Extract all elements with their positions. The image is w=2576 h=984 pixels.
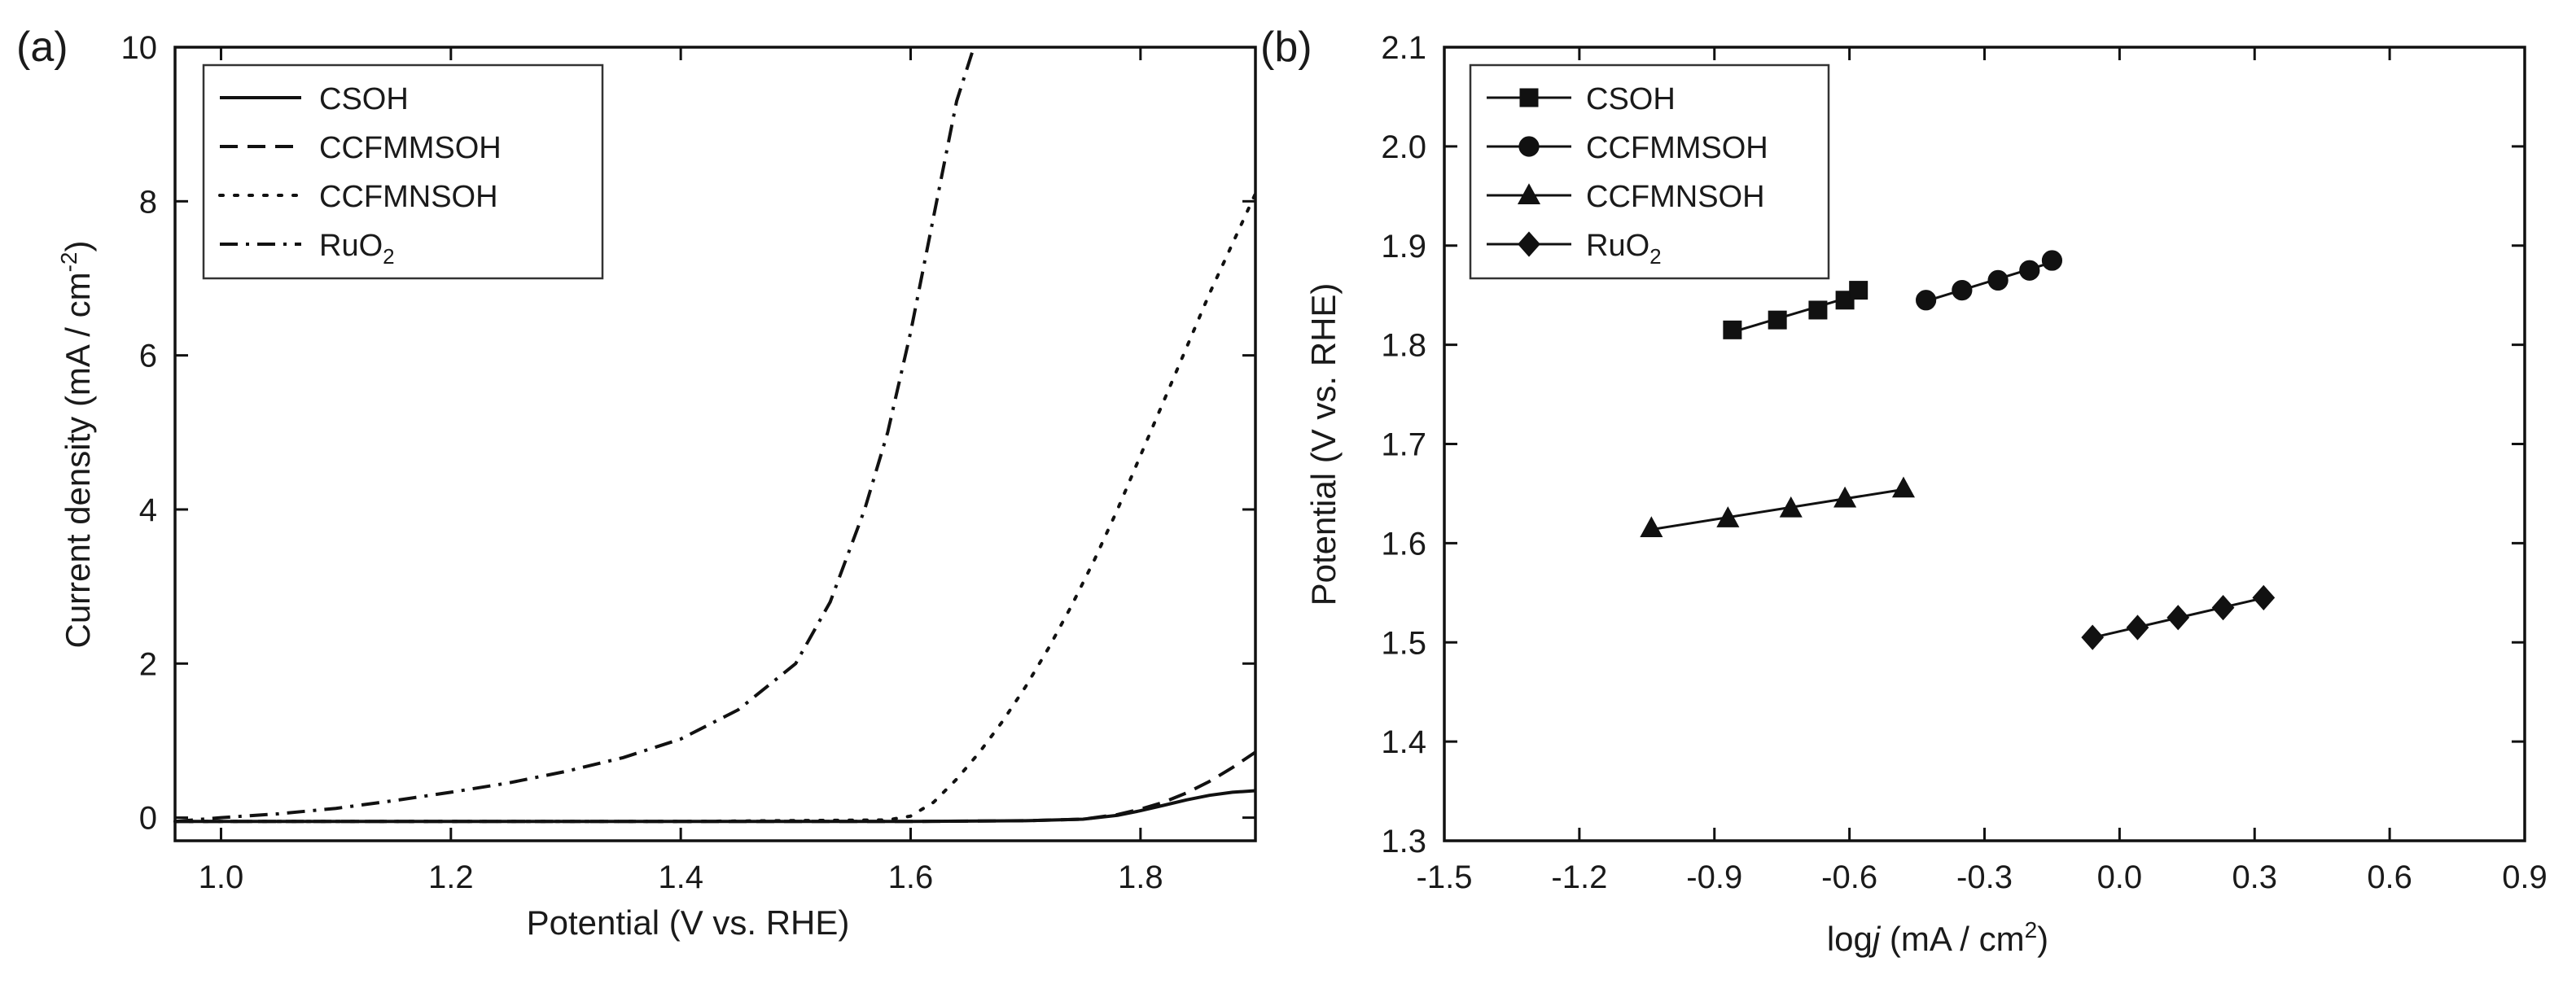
- panel-a-label: (a): [16, 24, 68, 71]
- panel-b-y-tick-label: 1.9: [1381, 229, 1426, 265]
- data-point-ccfmmsoh: [1952, 279, 1973, 301]
- series-line-ccfmmsoh: [175, 750, 1257, 824]
- panel-b-y-axis-title: Potential (V vs. RHE): [1304, 283, 1343, 606]
- panel-a-x-tick-label: 1.6: [888, 859, 934, 895]
- panel-a-plot-frame: [173, 46, 1257, 842]
- panel-a-x-tick-label: 1.0: [199, 859, 244, 895]
- panel-a-y-tick-label: 8: [139, 184, 157, 220]
- panel-a-y-axis-title: Current density (mA / cm-2): [56, 240, 97, 648]
- panel-a-y-tick-label: 6: [139, 339, 157, 374]
- data-point-ccfmnsoh: [1779, 496, 1803, 518]
- legend-label-ruo2: RuO2: [319, 229, 395, 269]
- panel-b-x-tick-label: 0.9: [2502, 859, 2548, 895]
- legend-label-ccfmmsoh: CCFMMSOH: [1586, 131, 1768, 165]
- panel-a-x-tick-label: 1.4: [658, 859, 703, 895]
- data-point-ccfmnsoh: [1891, 476, 1916, 498]
- data-point-ruo2: [2081, 624, 2105, 650]
- legend-label-ccfmnsoh: CCFMNSOH: [319, 180, 498, 214]
- panel-b-y-tick-label: 1.7: [1381, 427, 1426, 463]
- data-point-ccfmmsoh: [2019, 260, 2040, 281]
- panel-a-x-tick-label: 1.8: [1118, 859, 1163, 895]
- legend-label-csoh: CSOH: [1586, 82, 1676, 116]
- panel-b-x-tick-label: -1.2: [1551, 859, 1607, 895]
- panel-b-ticks: -1.5 -1.2 -0.9 -0.6 -0.3 0.0 0.3 0.6 0.9 1.3 1.4 1.…: [1381, 30, 2547, 895]
- legend-marker-ccfmnsoh: [1517, 183, 1541, 204]
- panel-a-x-tick-label: 1.2: [428, 859, 474, 895]
- legend-marker-ccfmmsoh: [1518, 136, 1540, 157]
- panel-b-y-tick-label: 2.1: [1381, 30, 1426, 66]
- panel-b-y-tick-label: 2.0: [1381, 129, 1426, 165]
- panel-a-series: [173, 46, 1257, 824]
- panel-b-label: (b): [1260, 24, 1312, 71]
- panel-b: (b) -1.5 -1.2 -0.9 -0.6 -0.3 0.0 0.3 0.6 0.9 1.3 1…: [1260, 24, 2548, 958]
- data-point-ccfmmsoh: [1916, 290, 1937, 311]
- panel-b-plot-frame: [1443, 46, 2526, 842]
- panel-b-legend: CSOH CCFMMSOH CCFMNSOH RuO2: [1469, 63, 1830, 280]
- panel-b-x-tick-label: -0.6: [1821, 859, 1877, 895]
- legend-label-ruo2: RuO2: [1586, 229, 1662, 269]
- data-point-ccfmnsoh: [1716, 506, 1740, 527]
- panel-a-y-tick-label: 4: [139, 492, 157, 528]
- panel-b-series: [1640, 250, 2276, 650]
- data-point-ccfmmsoh: [1987, 269, 2009, 291]
- panel-b-y-tick-label: 1.5: [1381, 625, 1426, 661]
- panel-a-y-tick-label: 2: [139, 646, 157, 682]
- data-point-csoh: [1723, 320, 1742, 339]
- legend-label-ccfmmsoh: CCFMMSOH: [319, 131, 502, 165]
- data-point-ccfmmsoh: [2041, 250, 2063, 271]
- legend-marker-ruo2: [1518, 231, 1540, 257]
- panel-b-y-tick-label: 1.4: [1381, 724, 1426, 760]
- data-point-ruo2: [2252, 584, 2276, 611]
- data-point-ruo2: [2211, 594, 2235, 621]
- panel-b-y-tick-label: 1.8: [1381, 328, 1426, 364]
- panel-b-y-tick-label: 1.6: [1381, 526, 1426, 562]
- legend-label-csoh: CSOH: [319, 82, 409, 116]
- panel-a: (a) 1.0 1.2 1.4 1.6 1.8 0 2 4 6 8 10 Potential (V …: [16, 24, 1257, 942]
- legend-marker-csoh: [1519, 88, 1539, 107]
- panel-b-x-tick-label: 0.6: [2367, 859, 2412, 895]
- data-point-ccfmnsoh: [1833, 486, 1857, 508]
- panel-b-x-axis-title: logj (mA / cm2): [1827, 917, 2048, 958]
- panel-b-x-tick-label: -0.9: [1686, 859, 1742, 895]
- data-point-ccfmnsoh: [1640, 516, 1663, 538]
- data-point-csoh: [1808, 300, 1828, 320]
- fit-line-ccfmnsoh: [1651, 488, 1904, 531]
- panel-b-x-tick-label: -1.5: [1417, 859, 1473, 895]
- data-point-csoh: [1849, 281, 1868, 300]
- panel-a-x-axis-title: Potential (V vs. RHE): [527, 903, 850, 942]
- panel-a-y-tick-label: 10: [121, 30, 158, 66]
- legend-label-ccfmnsoh: CCFMNSOH: [1586, 180, 1765, 214]
- panel-a-legend: CSOH CCFMMSOH CCFMNSOH RuO2: [202, 63, 604, 280]
- panel-b-x-tick-label: -0.3: [1956, 859, 2013, 895]
- data-point-ruo2: [2126, 614, 2149, 641]
- series-line-ruo2: [174, 46, 976, 824]
- panel-b-x-tick-label: 0.3: [2232, 859, 2277, 895]
- panel-b-x-tick-label: 0.0: [2097, 859, 2143, 895]
- panel-b-y-tick-label: 1.3: [1381, 824, 1426, 859]
- data-point-csoh: [1768, 310, 1787, 330]
- data-point-ruo2: [2166, 605, 2190, 631]
- panel-a-ticks: 1.0 1.2 1.4 1.6 1.8 0 2 4 6 8 10: [121, 30, 1255, 895]
- series-line-ccfmnsoh: [173, 191, 1257, 824]
- panel-a-y-tick-label: 0: [139, 801, 157, 837]
